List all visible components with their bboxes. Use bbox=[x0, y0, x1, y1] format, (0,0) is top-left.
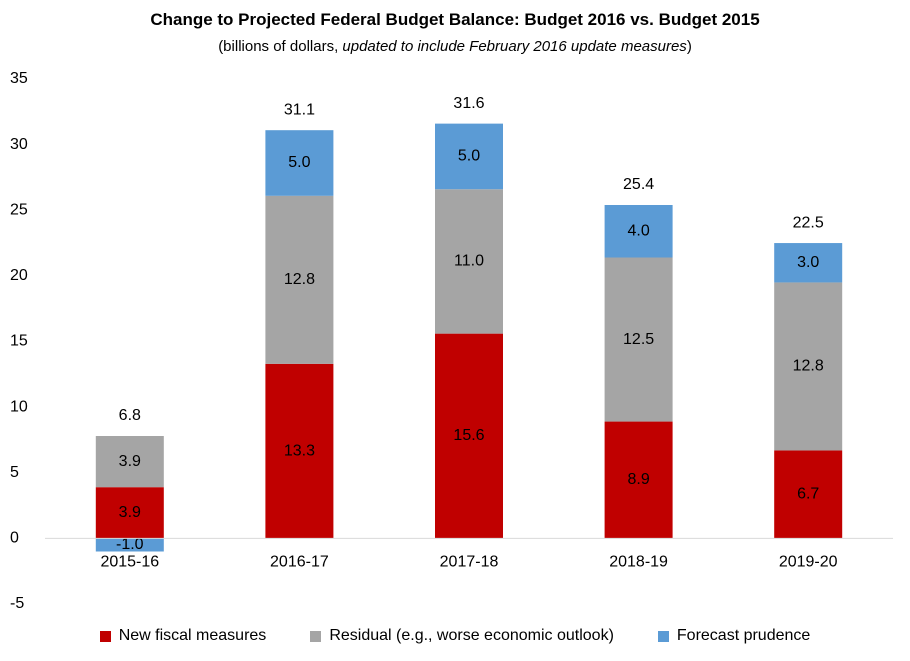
total-label: 31.6 bbox=[453, 95, 484, 112]
y-tick-label: 10 bbox=[10, 398, 28, 415]
data-label: 4.0 bbox=[627, 222, 649, 239]
y-tick-label: 30 bbox=[10, 136, 28, 153]
x-tick-label: 2019-20 bbox=[779, 554, 838, 571]
legend: New fiscal measures Residual (e.g., wors… bbox=[0, 627, 910, 645]
chart-subtitle: (billions of dollars, updated to include… bbox=[0, 38, 910, 55]
y-tick-label: 5 bbox=[10, 464, 19, 481]
y-tick-label: 25 bbox=[10, 201, 28, 218]
bar-segment bbox=[604, 421, 673, 539]
data-label: 3.9 bbox=[119, 453, 141, 470]
bar-segment bbox=[774, 282, 843, 451]
data-label: 13.3 bbox=[284, 442, 315, 459]
data-label: 3.9 bbox=[119, 504, 141, 521]
bar-segment bbox=[435, 189, 503, 334]
y-tick-label: 15 bbox=[10, 333, 28, 350]
x-tick-label: 2017-18 bbox=[440, 554, 499, 571]
legend-item-forecast-prudence: Forecast prudence bbox=[657, 627, 811, 645]
bar-segment bbox=[435, 123, 503, 190]
subtitle-close-text: ) bbox=[686, 38, 692, 55]
data-label: 8.9 bbox=[627, 471, 649, 488]
total-label: 25.4 bbox=[623, 176, 654, 193]
legend-item-residual: Residual (e.g., worse economic outlook) bbox=[310, 627, 614, 645]
y-tick-label: 20 bbox=[10, 267, 28, 284]
legend-label-residual: Residual (e.g., worse economic outlook) bbox=[329, 627, 614, 644]
x-tick-label: 2018-19 bbox=[609, 554, 668, 571]
total-label: 6.8 bbox=[119, 407, 141, 424]
legend-swatch-residual bbox=[310, 630, 322, 642]
legend-swatch-forecast-prudence bbox=[657, 630, 669, 642]
subtitle-text: (billions of dollars, bbox=[218, 38, 343, 55]
y-tick-label: 35 bbox=[10, 70, 28, 87]
data-label: 6.7 bbox=[797, 486, 819, 503]
bar-segment bbox=[265, 130, 334, 196]
legend-label-new-fiscal-measures: New fiscal measures bbox=[118, 627, 267, 644]
bar-segment bbox=[95, 436, 164, 488]
data-label: 15.6 bbox=[453, 427, 484, 444]
y-tick-label: -5 bbox=[10, 595, 24, 612]
data-label: 11.0 bbox=[454, 253, 484, 270]
data-label: 5.0 bbox=[458, 148, 480, 165]
bar-segment bbox=[95, 538, 164, 552]
legend-label-forecast-prudence: Forecast prudence bbox=[676, 627, 811, 644]
data-label: -1.0 bbox=[116, 536, 144, 553]
legend-item-new-fiscal-measures: New fiscal measures bbox=[99, 627, 267, 645]
bar-segment bbox=[774, 243, 843, 283]
y-tick-label: 0 bbox=[10, 530, 19, 547]
total-label: 31.1 bbox=[284, 101, 315, 118]
bar-segment bbox=[774, 450, 843, 539]
x-tick-label: 2015-16 bbox=[100, 554, 159, 571]
legend-swatch-new-fiscal-measures bbox=[99, 630, 111, 642]
bar-segment bbox=[265, 195, 334, 364]
data-label: 12.8 bbox=[793, 358, 824, 375]
bar-segment bbox=[95, 487, 164, 539]
data-label: 5.0 bbox=[288, 154, 310, 171]
bar-segment bbox=[604, 205, 673, 258]
bar-segment bbox=[435, 333, 503, 539]
data-label: 12.8 bbox=[284, 271, 315, 288]
bar-segment bbox=[265, 363, 334, 539]
x-tick-label: 2016-17 bbox=[270, 554, 329, 571]
bar-segment bbox=[604, 257, 673, 422]
chart-title: Change to Projected Federal Budget Balan… bbox=[150, 10, 760, 29]
total-label: 22.5 bbox=[793, 214, 824, 231]
data-label: 12.5 bbox=[623, 331, 654, 348]
subtitle-italic-text: updated to include February 2016 update … bbox=[342, 38, 687, 55]
data-label: 3.0 bbox=[797, 254, 819, 271]
